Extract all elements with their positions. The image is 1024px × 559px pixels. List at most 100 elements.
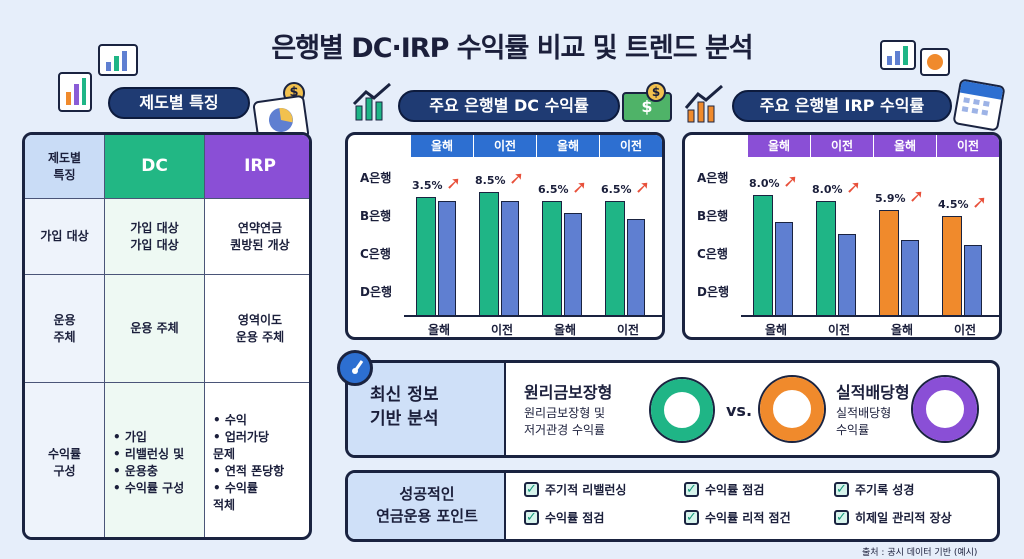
x-label: 이전: [827, 323, 851, 337]
chart-icon: [58, 72, 92, 112]
bank-label: D은행: [697, 285, 730, 299]
bar-this-year: [879, 210, 899, 315]
table-corner-header: 제도별 특징: [25, 135, 105, 199]
performance-donut-2: [913, 377, 977, 441]
bar-previous: [838, 234, 856, 315]
bank-label: A은행: [697, 171, 729, 185]
checklist-label: 주기록 성경: [855, 483, 915, 497]
feature-table: 제도별 특징 DC IRP 가입 대상 가입 대상 가입 대상 연약연금 퀀방된…: [22, 132, 312, 540]
bar-this-year: [816, 201, 836, 315]
guaranteed-donut: [651, 379, 713, 441]
checklist-label: 수익률 점검: [545, 511, 605, 525]
checkbox-icon: ✓: [834, 510, 849, 525]
bank-label: A은행: [360, 171, 392, 185]
bar-this-year: [416, 196, 436, 315]
bank-label: D은행: [360, 285, 393, 299]
performance-title: 실적배당형: [836, 383, 910, 402]
bar-previous: [501, 201, 519, 315]
pie-chart-icon: [920, 48, 950, 76]
checklist-item: ✓ 수익률 리적 점건: [684, 509, 791, 526]
row-label: 운용 주체: [25, 275, 105, 383]
source-footer: 출처 : 공시 데이터 기반 (예시): [862, 548, 978, 558]
checkbox-icon: ✓: [684, 482, 699, 497]
points-heading: 성공적인 연금운용 포인트: [376, 485, 478, 525]
calendar-icon: [952, 78, 1006, 132]
coin-icon: $: [646, 82, 666, 102]
value-label: 6.5%: [601, 183, 632, 196]
bar-this-year: [479, 192, 499, 315]
chart-icon: [98, 44, 138, 76]
dc-header: DC: [105, 135, 205, 199]
header-cell: 이전: [473, 135, 536, 157]
x-label: 이전: [616, 323, 640, 337]
bar-previous: [964, 244, 982, 315]
up-arrow-icon: ➚: [909, 186, 925, 207]
bar-this-year: [542, 201, 562, 315]
pie-chart-icon: [252, 94, 310, 146]
dc-chart-pill: 주요 은행별 DC 수익률: [398, 90, 620, 122]
guaranteed-title: 원리금보장형: [524, 383, 613, 402]
x-label: 올해: [427, 323, 451, 337]
value-label: 8.5%: [475, 174, 506, 187]
bank-label: B은행: [360, 209, 392, 223]
baseline: [404, 315, 662, 317]
bank-label: C은행: [360, 247, 391, 261]
x-label: 이전: [490, 323, 514, 337]
checklist-label: 주기적 리밸런싱: [545, 483, 627, 497]
irp-cell: 영역이도 운용 주체: [205, 275, 309, 383]
bank-label: C은행: [697, 247, 728, 261]
checklist-item: ✓ 주기적 리밸런싱: [524, 481, 626, 498]
checkbox-icon: ✓: [834, 482, 849, 497]
checklist-label: 히제일 관리적 장상: [855, 511, 952, 525]
bar-this-year: [605, 201, 625, 315]
speedometer-icon: [337, 350, 373, 386]
checklist-label: 수익률 점검: [705, 483, 765, 497]
value-label: 3.5%: [412, 178, 443, 192]
up-arrow-icon: ➚: [972, 192, 988, 213]
x-label: 올해: [764, 323, 788, 337]
up-arrow-icon: ➚: [509, 168, 525, 189]
dc-chart: 올해 이전 올해 이전 A은행 B은행 C은행 D은행 3.5% ➚ 올해 8.5% ➚ 이전 6.5% ➚ 올…: [345, 132, 665, 340]
x-label: 올해: [890, 323, 914, 337]
header-cell: 올해: [410, 135, 473, 157]
dc-cell: • 가입 • 리밸런싱 및 • 운용충 • 수익률 구성: [105, 383, 205, 537]
checkbox-icon: ✓: [684, 510, 699, 525]
up-arrow-icon: ➚: [635, 177, 651, 198]
value-label: 8.0%: [812, 183, 843, 196]
trend-up-icon: [352, 80, 396, 128]
guaranteed-desc: 원리금보장형 및 저거관경 수익률: [524, 406, 606, 437]
bar-previous: [901, 240, 919, 315]
irp-chart: 올해 이전 올해 이전 A은행 B은행 C은행 D은행 8.0% ➚ 올해 8.0% ➚ 이전 5.9% ➚ 올…: [682, 132, 1002, 340]
header-cell: 올해: [873, 135, 936, 157]
up-arrow-icon: ➚: [783, 171, 799, 192]
features-pill: 제도별 특징: [108, 87, 250, 119]
irp-cell: • 수익 • 업러가당 문제 • 연적 폰당항 • 수익률 적체: [213, 413, 285, 512]
baseline: [741, 315, 999, 317]
row-label: 가입 대상: [25, 199, 105, 275]
header-cell: 이전: [599, 135, 662, 157]
irp-header: IRP: [205, 135, 309, 199]
value-label: 4.5%: [938, 198, 969, 211]
irp-chart-pill: 주요 은행별 IRP 수익률: [732, 90, 952, 122]
header-cell: 올해: [536, 135, 599, 157]
dc-cell: 운용 주체: [105, 275, 205, 383]
irp-cell: 연약연금 퀀방된 개상: [205, 199, 309, 275]
up-arrow-icon: ➚: [572, 177, 588, 198]
checklist-item: ✓ 수익률 점검: [684, 481, 764, 498]
x-label: 이전: [953, 323, 977, 337]
trend-up-icon: [684, 82, 728, 130]
points-panel: 성공적인 연금운용 포인트 ✓ 주기적 리밸런싱 ✓ 수익률 점검 ✓ 주기록 성경 ✓ 수익…: [345, 470, 1000, 542]
performance-desc: 실적배당형 수익률: [836, 406, 892, 437]
chart-header: 올해 이전 올해 이전: [747, 135, 999, 157]
header-cell: 이전: [936, 135, 999, 157]
header-cell: 올해: [747, 135, 810, 157]
chart-header: 올해 이전 올해 이전: [410, 135, 662, 157]
up-arrow-icon: ➚: [846, 177, 862, 198]
bar-previous: [627, 219, 645, 315]
chart-icon: [880, 40, 916, 70]
bar-this-year: [753, 195, 773, 315]
checkbox-icon: ✓: [524, 482, 539, 497]
checklist-item: ✓ 주기록 성경: [834, 481, 914, 498]
performance-donut: [760, 377, 824, 441]
value-label: 6.5%: [538, 183, 569, 196]
